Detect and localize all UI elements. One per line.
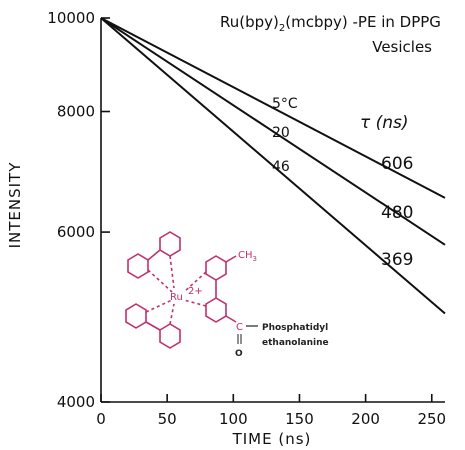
chain-label-1: Phosphatidyl bbox=[262, 323, 328, 333]
x-tick-label: 200 bbox=[351, 410, 380, 428]
methyl-label: CH3 bbox=[238, 250, 257, 263]
tau-header: τ (ns) bbox=[360, 113, 409, 133]
title-suffix: (mcbpy) -PE in DPPG bbox=[285, 13, 441, 31]
metal-label: Ru bbox=[170, 292, 183, 303]
pyridine-ring-4 bbox=[159, 323, 181, 349]
x-tick-label: 100 bbox=[219, 410, 248, 428]
chart-title-line1: Ru(bpy)2(mcbpy) -PE in DPPG bbox=[220, 13, 441, 34]
y-tick-label: 4000 bbox=[57, 393, 95, 411]
series-line-3 bbox=[100, 17, 446, 315]
y-tick-label: 8000 bbox=[57, 103, 95, 121]
title-prefix: Ru(bpy) bbox=[220, 13, 279, 31]
carbonyl-c-label: C bbox=[236, 322, 243, 333]
carbonyl-o-label: O bbox=[235, 349, 243, 359]
x-tick-label: 250 bbox=[417, 410, 446, 428]
tau-label-369: 369 bbox=[381, 250, 413, 270]
tau-label-606: 606 bbox=[381, 154, 413, 174]
chart-title-line2: Vesicles bbox=[372, 38, 432, 56]
y-tick-label: 6000 bbox=[57, 223, 95, 241]
pyridine-ring-5 bbox=[205, 255, 227, 281]
x-ticks: 0 50 100 150 200 250 bbox=[96, 394, 446, 428]
series-label-46: 46 bbox=[272, 159, 290, 175]
title-subscript: 2 bbox=[279, 23, 285, 34]
series-line-1 bbox=[100, 17, 446, 199]
chain-label-2: ethanolanine bbox=[262, 338, 329, 348]
y-axis-title: INTENSITY bbox=[6, 162, 24, 249]
y-ticks: 4000 6000 8000 10000 bbox=[47, 9, 110, 411]
series-lines bbox=[100, 17, 446, 315]
pyridine-ring-6 bbox=[205, 297, 227, 323]
y-tick-label: 10000 bbox=[47, 9, 95, 27]
series-label-20: 20 bbox=[272, 125, 290, 141]
methyl-base: CH bbox=[238, 250, 253, 261]
ruthenium-complex-structure: Ru 2+ CH3 C O Phosphatidyl ethanolanine bbox=[125, 231, 329, 359]
x-tick-label: 150 bbox=[285, 410, 314, 428]
pyridine-ring-1 bbox=[127, 253, 149, 279]
x-tick-label: 50 bbox=[158, 410, 177, 428]
x-tick-label: 0 bbox=[96, 410, 106, 428]
series-label-5c: 5°C bbox=[272, 96, 298, 112]
pyridine-ring-2 bbox=[159, 231, 181, 257]
methyl-subscript: 3 bbox=[253, 255, 257, 263]
charge-label: 2+ bbox=[188, 286, 203, 297]
series-line-2 bbox=[100, 17, 446, 246]
pyridine-ring-3 bbox=[125, 303, 147, 329]
x-axis-title: TIME (ns) bbox=[232, 430, 312, 448]
tau-label-480: 480 bbox=[381, 203, 413, 223]
